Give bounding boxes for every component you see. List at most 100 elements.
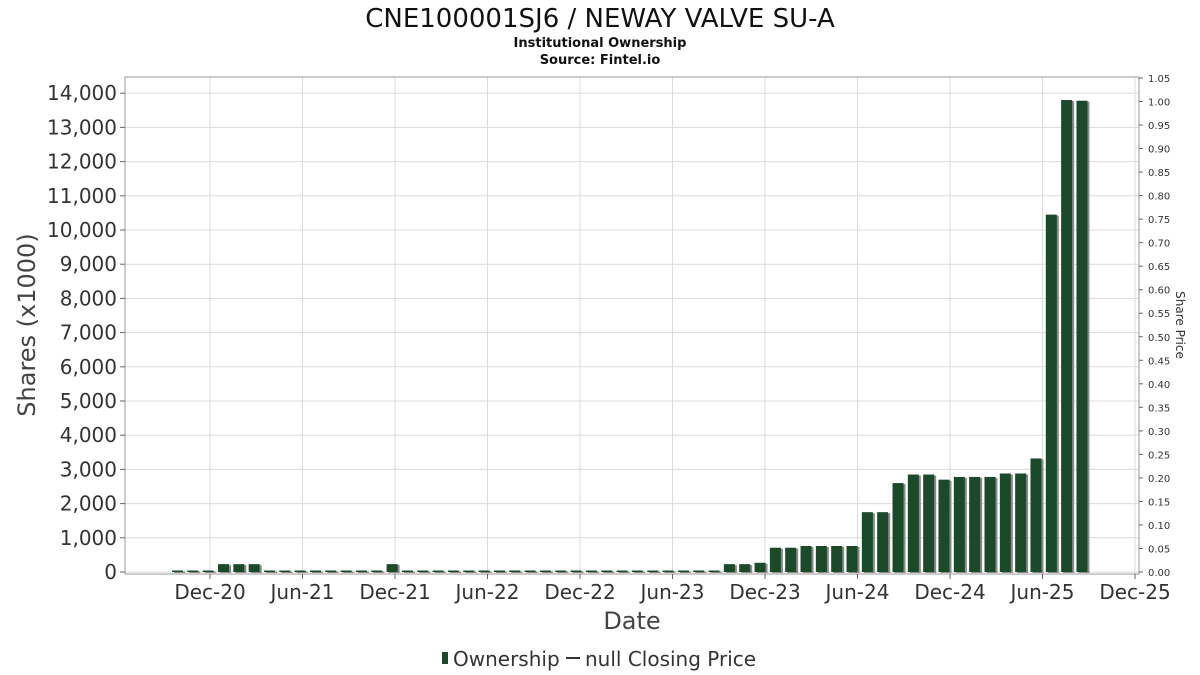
ownership-bar — [555, 570, 567, 572]
y2-tick-label: 0.50 — [1148, 333, 1170, 344]
ownership-bar-shadow — [511, 571, 523, 573]
y2-tick-label: 0.05 — [1148, 544, 1170, 555]
ownership-bar-shadow — [465, 571, 477, 573]
y2-tick-label: 0.75 — [1148, 215, 1170, 226]
ownership-bar-shadow — [633, 571, 645, 573]
grid — [125, 77, 1139, 574]
y-tick-label: 4,000 — [60, 423, 117, 447]
ownership-bar-shadow — [357, 571, 369, 573]
ownership-bar — [723, 564, 735, 572]
y2-tick-label: 0.15 — [1148, 497, 1170, 508]
ownership-bar — [478, 570, 490, 572]
legend-ownership-swatch — [442, 652, 448, 664]
y-tick-label: 0 — [104, 560, 117, 584]
ownership-bar-shadow — [434, 571, 446, 573]
ownership-bar — [999, 473, 1011, 572]
ownership-bar — [861, 512, 873, 572]
ownership-bar — [263, 570, 275, 572]
x-tick-label: Dec-20 — [174, 580, 245, 604]
y-tick-label: 12,000 — [47, 150, 117, 174]
x-tick-label: Dec-23 — [729, 580, 800, 604]
ownership-bar — [693, 570, 705, 572]
x-tick-label: Dec-25 — [1099, 580, 1170, 604]
x-tick-label: Jun-24 — [824, 580, 890, 604]
y2-axis-label: Share Price — [1173, 291, 1187, 359]
y2-tick-label: 0.90 — [1148, 145, 1170, 156]
ownership-bar — [463, 570, 475, 572]
ownership-bar-shadow — [557, 571, 569, 573]
plot-frame — [124, 76, 1140, 575]
ownership-bar — [1015, 473, 1027, 572]
y2-tick-label: 0.35 — [1148, 403, 1170, 414]
ownership-bar-shadow — [281, 571, 293, 573]
ownership-bar — [601, 570, 613, 572]
ownership-bar-shadow — [649, 571, 661, 573]
ownership-bar — [585, 570, 597, 572]
ownership-bar — [769, 547, 781, 572]
ownership-bar-shadow — [710, 571, 722, 573]
y2-tick-label: 0.20 — [1148, 474, 1170, 485]
y2-tick-label: 0.25 — [1148, 450, 1170, 461]
y2-tick-label: 0.80 — [1148, 192, 1170, 203]
ownership-bar — [1061, 100, 1073, 572]
ownership-bar — [248, 564, 260, 572]
ownership-bar-shadow — [403, 571, 415, 573]
x-tick-label: Jun-21 — [269, 580, 335, 604]
ownership-bar-shadow — [603, 571, 615, 573]
y2-tick-label: 0.65 — [1148, 262, 1170, 273]
ownership-bar — [647, 570, 659, 572]
y-tick-label: 2,000 — [60, 492, 117, 516]
ownership-bar — [877, 512, 889, 572]
y2-tick-label: 0.60 — [1148, 286, 1170, 297]
y2-tick-label: 0.30 — [1148, 427, 1170, 438]
chart-source: Source: Fintel.io — [540, 53, 661, 68]
ownership-bar — [739, 564, 751, 572]
ownership-bar — [831, 546, 843, 572]
y-tick-label: 5,000 — [60, 389, 117, 413]
ownership-bar — [938, 479, 950, 572]
ownership-bar — [754, 562, 766, 572]
ownership-bar — [984, 476, 996, 572]
ownership-bar-shadow — [327, 571, 339, 573]
ownership-bar-shadow — [265, 571, 277, 573]
ownership-bar-shadow — [572, 571, 584, 573]
ownership-bar — [172, 570, 183, 572]
ownership-bar — [539, 570, 551, 572]
ownership-bar — [187, 570, 199, 572]
ownership-bar-shadow — [449, 571, 461, 573]
ownership-bar — [493, 570, 505, 572]
ownership-bar — [616, 570, 628, 572]
y-axis-label: Shares (x1000) — [13, 233, 41, 416]
ownership-bar-shadow — [342, 571, 354, 573]
ownership-bar-shadow — [204, 571, 216, 573]
y-tick-label: 9,000 — [60, 252, 117, 276]
chart-title: CNE100001SJ6 / NEWAY VALVE SU-A — [365, 4, 835, 34]
x-axis-label: Date — [603, 607, 660, 635]
ownership-bar — [325, 570, 337, 572]
y-tick-label: 1,000 — [60, 526, 117, 550]
ownership-bar — [708, 570, 720, 572]
x-tick-label: Jun-22 — [454, 580, 520, 604]
ownership-bar-shadow — [526, 571, 538, 573]
legend-ownership-label: Ownership — [453, 647, 560, 671]
x-tick-label: Dec-22 — [544, 580, 615, 604]
y-tick-label: 14,000 — [47, 81, 117, 105]
ownership-bar — [570, 570, 582, 572]
y-axis-ticks: 0 1,000 2,000 3,000 4,000 5,000 6,000 7,000 8,00… — [47, 81, 125, 584]
ownership-bar — [892, 483, 904, 572]
ownership-bar — [1076, 100, 1088, 572]
x-tick-label: Jun-23 — [639, 580, 705, 604]
ownership-bar-shadow — [695, 571, 707, 573]
y2-tick-label: 0.55 — [1148, 309, 1170, 320]
ownership-bar-shadow — [174, 571, 185, 573]
y2-tick-label: 0.95 — [1148, 121, 1170, 132]
ownership-bar-shadow — [419, 571, 431, 573]
y2-tick-label: 1.05 — [1148, 74, 1170, 85]
x-tick-label: Jun-25 — [1009, 580, 1075, 604]
y2-axis-ticks: 0.00 0.05 0.10 0.15 0.20 0.25 0.30 0.35 0.40 0.45… — [1139, 74, 1170, 579]
ownership-bar — [509, 570, 521, 572]
ownership-bar — [386, 564, 398, 572]
ownership-bar-shadow — [373, 571, 385, 573]
ownership-bar — [355, 570, 367, 572]
